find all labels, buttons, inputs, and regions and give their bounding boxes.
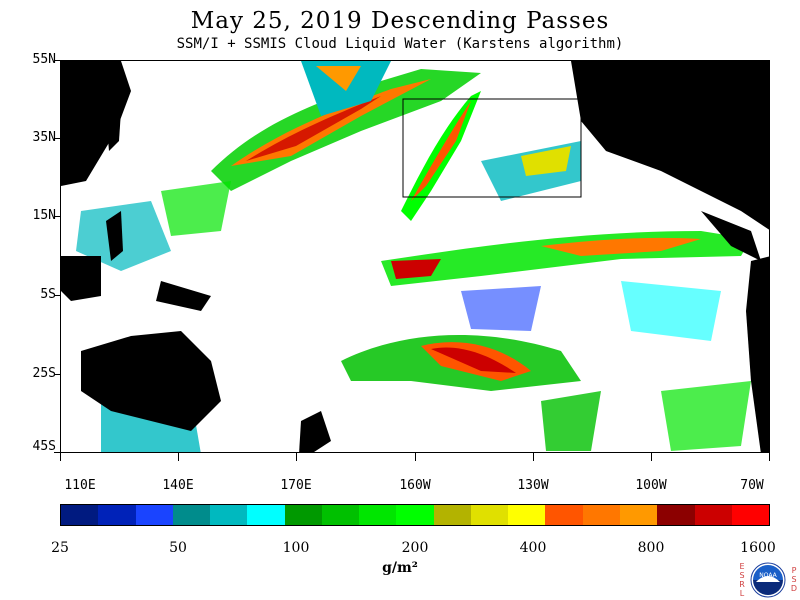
colorbar-swatch <box>657 505 695 525</box>
colorbar-swatch <box>135 505 173 525</box>
lat-label-5s: 5S <box>40 287 56 302</box>
lon-tick <box>296 453 297 461</box>
lon-label-140e: 140E <box>162 478 194 493</box>
lat-tick <box>54 295 60 296</box>
cloud-liquid-water-map <box>61 61 769 452</box>
lon-label-100w: 100W <box>635 478 667 493</box>
lon-label-130w: 130W <box>517 478 549 493</box>
logo-letter-s: S <box>739 571 745 580</box>
lon-tick <box>651 453 652 461</box>
colorbar-swatch <box>321 505 360 525</box>
colorbar-swatch <box>619 505 658 525</box>
lat-tick <box>54 452 60 453</box>
lat-label-15n: 15N <box>32 208 56 223</box>
logo-letter-e: E <box>739 562 745 571</box>
lon-tick <box>415 453 416 461</box>
colorbar-swatch <box>545 505 583 525</box>
colorbar-swatch <box>731 505 770 525</box>
colorbar-swatch <box>508 505 546 525</box>
colorbar-label-100: 100 <box>282 540 310 556</box>
colorbar-label-50: 50 <box>169 540 187 556</box>
lat-tick <box>54 374 60 375</box>
colorbar-label-200: 200 <box>401 540 429 556</box>
lon-label-160w: 160W <box>399 478 431 493</box>
colorbar-swatch <box>359 505 397 525</box>
south-america <box>746 256 769 452</box>
logo-letter-s2: S <box>791 575 797 584</box>
colorbar-label-1600: 1600 <box>740 540 776 556</box>
colorbar-swatch <box>582 505 620 525</box>
borneo <box>61 256 101 301</box>
lat-label-25s: 25S <box>32 366 56 381</box>
lat-label-45s: 45S <box>32 439 56 454</box>
colorbar-swatch <box>396 505 434 525</box>
map-panel <box>60 60 770 453</box>
colorbar-units: g/m² <box>382 560 418 576</box>
australia <box>81 331 221 431</box>
lon-tick <box>178 453 179 461</box>
lat-label-35n: 35N <box>32 130 56 145</box>
lon-label-170e: 170E <box>280 478 312 493</box>
page-title: May 25, 2019 Descending Passes <box>190 8 610 34</box>
colorbar-swatch <box>247 505 285 525</box>
lat-tick <box>54 60 60 61</box>
colorbar-swatch <box>172 505 211 525</box>
noaa-logo: E S R L NOAA P S D <box>738 560 798 598</box>
colorbar-swatch <box>210 505 248 525</box>
noaa-emblem-icon: NOAA <box>750 562 786 598</box>
cloud-field <box>76 61 751 452</box>
logo-letter-r: R <box>739 580 745 589</box>
lon-tick <box>60 453 61 461</box>
lon-tick <box>533 453 534 461</box>
lon-tick <box>769 453 770 461</box>
lat-tick <box>54 138 60 139</box>
north-america <box>571 61 769 230</box>
land-masses <box>61 61 769 452</box>
colorbar-swatch <box>694 505 732 525</box>
colorbar <box>60 504 770 526</box>
new-zealand <box>299 411 331 452</box>
region-highlight-box <box>402 98 582 198</box>
logo-letter-p: P <box>791 566 797 575</box>
logo-letter-d: D <box>790 584 798 593</box>
lon-label-110e: 110E <box>64 478 96 493</box>
lat-tick <box>54 216 60 217</box>
new-guinea <box>156 281 211 311</box>
colorbar-swatch <box>433 505 471 525</box>
colorbar-swatch <box>470 505 509 525</box>
logo-letter-l: L <box>739 589 745 598</box>
colorbar-swatch <box>98 505 136 525</box>
colorbar-label-800: 800 <box>637 540 665 556</box>
colorbar-swatch <box>284 505 322 525</box>
japan-island <box>106 111 121 151</box>
central-america <box>701 211 761 261</box>
colorbar-label-400: 400 <box>519 540 547 556</box>
lat-label-55n: 55N <box>32 52 56 67</box>
colorbar-swatch <box>61 505 99 525</box>
philippines <box>106 211 123 261</box>
lon-label-70w: 70W <box>740 478 764 493</box>
page-subtitle: SSM/I + SSMIS Cloud Liquid Water (Karste… <box>176 36 624 52</box>
noaa-emblem-text: NOAA <box>759 572 777 579</box>
asia-landmass <box>61 61 131 186</box>
colorbar-label-25: 25 <box>51 540 69 556</box>
